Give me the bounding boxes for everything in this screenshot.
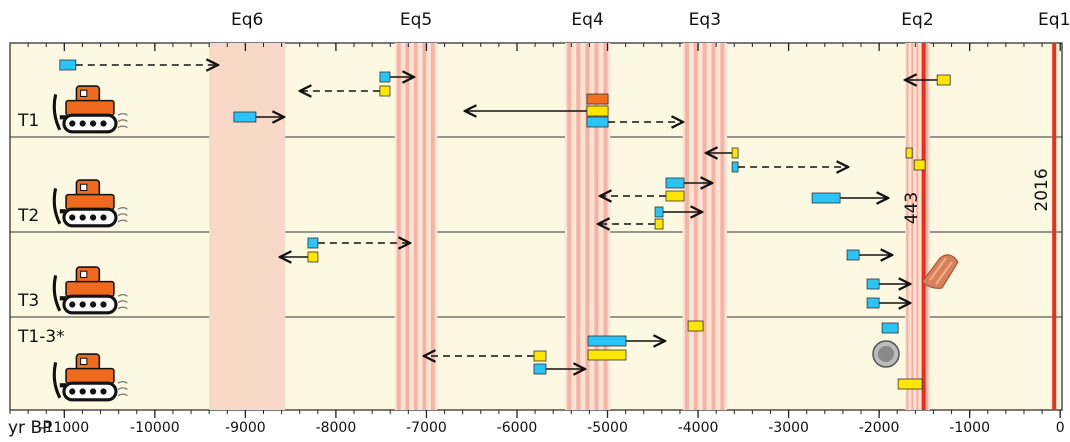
- event-stripe: [585, 43, 590, 410]
- event-stripe: [430, 43, 435, 410]
- event-stripe: [916, 43, 919, 410]
- event-label: Eq6: [231, 10, 263, 30]
- sample-box: [846, 249, 860, 261]
- event-stripe: [926, 43, 929, 410]
- sample-box: [687, 320, 704, 332]
- sample-box: [533, 350, 547, 362]
- event-stripe: [720, 43, 725, 410]
- frame: [9, 42, 1063, 411]
- x-tick-label: -4000: [678, 420, 719, 436]
- sample-box: [307, 237, 319, 249]
- event-band: [209, 43, 286, 410]
- roof-tile-icon: [921, 254, 959, 289]
- event-stripe: [684, 43, 689, 410]
- x-tick-label: -6000: [497, 420, 538, 436]
- event-stripe: [567, 43, 572, 410]
- sample-box: [665, 177, 685, 189]
- x-tick-label: -11000: [40, 420, 90, 436]
- sample-box: [665, 190, 685, 202]
- sample-box: [897, 378, 923, 390]
- sample-box: [731, 161, 739, 173]
- sample-box: [587, 349, 627, 361]
- axis-label: yr BP: [8, 418, 52, 438]
- event-stripe: [702, 43, 707, 410]
- event-stripe: [576, 43, 581, 410]
- sample-box: [233, 111, 257, 123]
- x-tick-label: -10000: [130, 420, 180, 436]
- trench-label: T3: [17, 291, 39, 311]
- background: [9, 42, 1063, 411]
- sample-box: [379, 85, 391, 97]
- sample-box: [654, 206, 664, 218]
- sample-box: [936, 74, 951, 86]
- sample-box: [913, 159, 926, 171]
- x-tick-label: -8000: [316, 420, 357, 436]
- sample-box: [731, 147, 739, 159]
- event-stripe: [911, 43, 914, 410]
- x-tick-label: -3000: [768, 420, 809, 436]
- event-label: Eq1: [1038, 10, 1070, 30]
- event-label: Eq3: [689, 10, 721, 30]
- trench-label: T1-3*: [17, 327, 65, 347]
- sample-box: [866, 278, 880, 290]
- samples: [59, 59, 951, 390]
- sample-box: [586, 116, 609, 128]
- event-stripe: [594, 43, 599, 410]
- sample-box: [307, 251, 319, 263]
- sample-box: [59, 59, 77, 71]
- x-tick-label: -5000: [587, 420, 628, 436]
- event-label: Eq4: [571, 10, 603, 30]
- event-stripe: [693, 43, 698, 410]
- trench-label: T1: [17, 111, 39, 131]
- coin-icon: [872, 340, 900, 368]
- sample-box: [811, 192, 841, 204]
- event-label: Eq5: [400, 10, 432, 30]
- event-line-label: 443: [902, 192, 922, 224]
- event-stripe: [711, 43, 716, 410]
- sample-box: [586, 93, 609, 105]
- x-tick-label: -2000: [859, 420, 900, 436]
- event-stripe: [422, 43, 427, 410]
- sample-box: [587, 335, 627, 347]
- event-label: Eq2: [901, 10, 933, 30]
- sample-box: [586, 105, 609, 117]
- sample-box: [866, 297, 880, 309]
- trench-label: T2: [17, 206, 39, 226]
- x-tick-label: -9000: [225, 420, 266, 436]
- sample-box: [905, 147, 913, 159]
- event-stripe: [396, 43, 401, 410]
- sample-box: [379, 71, 391, 83]
- labels: Eq6 Eq5 Eq4 Eq3 443 Eq2 2016 Eq1 T1 T2 T3 T1-3* -110…: [8, 10, 1070, 438]
- sample-box: [654, 218, 664, 230]
- event-stripe: [413, 43, 418, 410]
- x-tick-label: 0: [1056, 420, 1065, 436]
- sample-box: [881, 322, 899, 334]
- event-stripe: [906, 43, 909, 410]
- event-line-label: 2016: [1032, 168, 1052, 211]
- sample-box: [533, 363, 547, 375]
- x-tick-label: -1000: [949, 420, 990, 436]
- x-tick-label: -7000: [406, 420, 447, 436]
- event-stripe: [405, 43, 410, 410]
